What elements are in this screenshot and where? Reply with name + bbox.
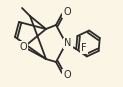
Text: O: O <box>63 7 71 17</box>
Text: N: N <box>64 39 72 48</box>
Text: F: F <box>81 43 87 53</box>
Text: O: O <box>63 70 71 80</box>
Text: O: O <box>19 42 27 52</box>
